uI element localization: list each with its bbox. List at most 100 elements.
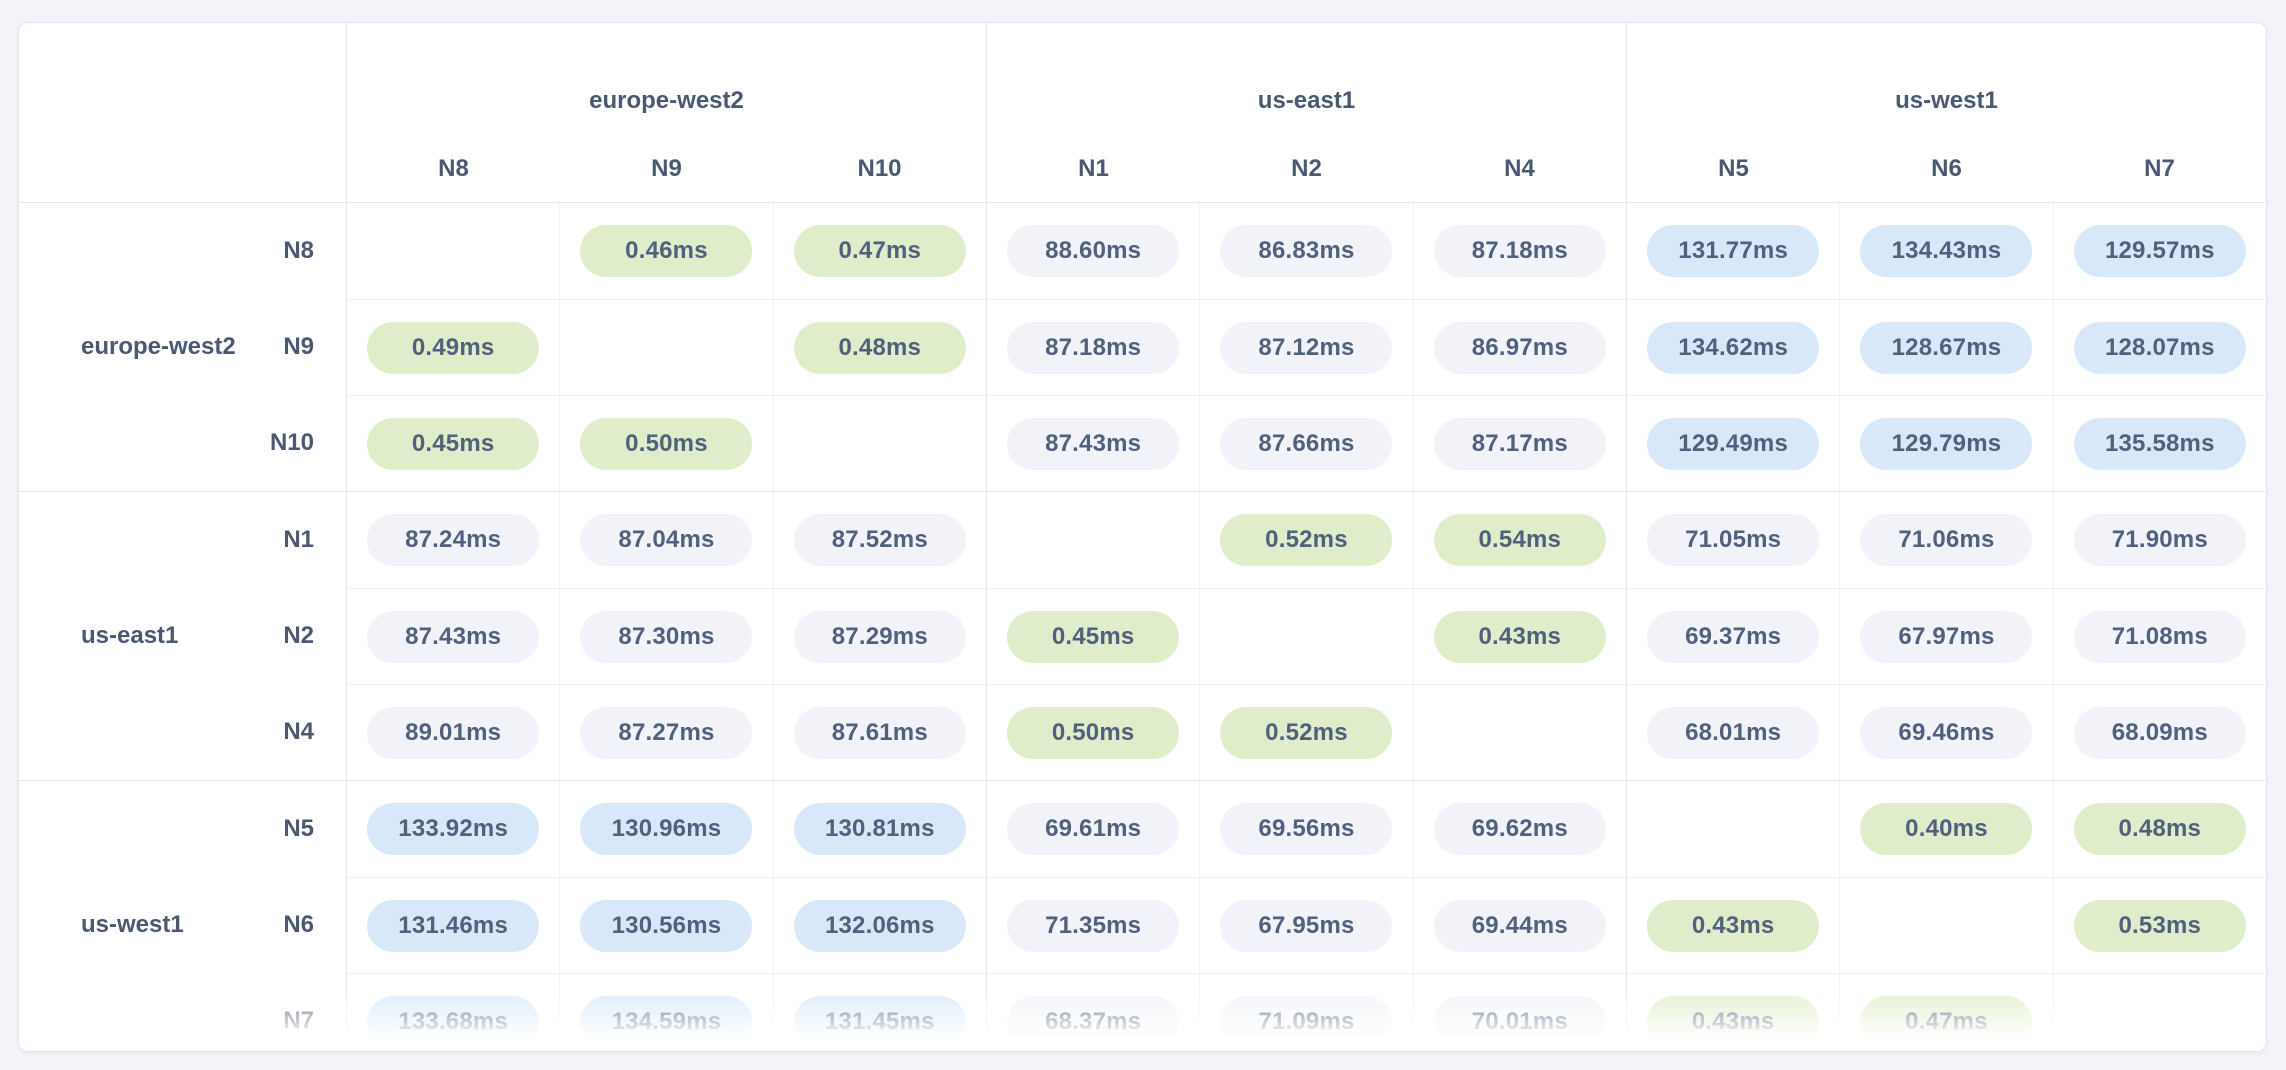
latency-value-pill[interactable]: 0.47ms <box>1860 995 2033 1048</box>
diagonal-empty-cell <box>772 395 986 491</box>
latency-value-pill[interactable]: 87.66ms <box>1220 417 1393 470</box>
latency-cell: 71.06ms <box>1839 492 2052 588</box>
latency-value-pill[interactable]: 128.67ms <box>1860 321 2033 374</box>
latency-value-pill[interactable]: 130.96ms <box>580 803 753 855</box>
latency-value-pill[interactable]: 0.50ms <box>580 417 753 470</box>
latency-value-pill[interactable]: 69.44ms <box>1433 899 1606 952</box>
latency-value-pill[interactable]: 71.08ms <box>2073 610 2246 663</box>
latency-value-pill[interactable]: 133.68ms <box>367 995 540 1048</box>
latency-cell: 71.09ms <box>1199 973 1413 1051</box>
latency-value-pill[interactable]: 69.56ms <box>1220 803 1393 855</box>
latency-cell: 69.44ms <box>1412 877 1626 973</box>
latency-value-pill[interactable]: 134.62ms <box>1647 321 1820 374</box>
latency-value-pill[interactable]: 86.97ms <box>1433 321 1606 374</box>
latency-value-pill[interactable]: 87.04ms <box>580 514 753 566</box>
latency-cell: 132.06ms <box>772 877 986 973</box>
latency-value-pill[interactable]: 0.43ms <box>1647 899 1820 952</box>
latency-cell: 129.57ms <box>2052 203 2266 299</box>
latency-value-pill[interactable]: 0.48ms <box>793 321 966 374</box>
latency-value-pill[interactable]: 135.58ms <box>2073 417 2246 470</box>
latency-value-pill[interactable]: 133.92ms <box>367 803 540 855</box>
latency-value-pill[interactable]: 89.01ms <box>367 706 540 759</box>
latency-value-pill[interactable]: 87.12ms <box>1220 321 1393 374</box>
row-node-label-N7: N7 <box>283 1007 314 1034</box>
latency-value-pill[interactable]: 87.43ms <box>367 610 540 663</box>
column-node-labels: N8 N9 N10 <box>347 135 986 202</box>
row-group-us-east1: us-east1 N1 N2 N4 87.24ms 87.04ms 87.52ms 0.52m… <box>19 491 2266 780</box>
latency-value-pill[interactable]: 128.07ms <box>2073 321 2246 374</box>
latency-value-pill[interactable]: 87.24ms <box>367 514 540 566</box>
latency-value-pill[interactable]: 71.90ms <box>2073 514 2246 566</box>
latency-value-pill[interactable]: 87.18ms <box>1007 321 1180 374</box>
latency-value-pill[interactable]: 0.49ms <box>367 321 540 374</box>
latency-value-pill[interactable]: 87.17ms <box>1433 417 1606 470</box>
latency-value-pill[interactable]: 87.43ms <box>1007 417 1180 470</box>
latency-value-pill[interactable]: 70.01ms <box>1433 995 1606 1048</box>
latency-cell: 71.05ms <box>1625 492 1839 588</box>
column-node-labels: N5 N6 N7 <box>1627 135 2266 202</box>
latency-value-pill[interactable]: 71.06ms <box>1860 514 2033 566</box>
latency-value-pill[interactable]: 0.40ms <box>1860 803 2033 855</box>
latency-cell: 0.43ms <box>1625 877 1840 973</box>
latency-value-pill[interactable]: 71.05ms <box>1647 514 1820 566</box>
latency-value-pill[interactable]: 68.09ms <box>2073 706 2246 759</box>
latency-value-pill[interactable]: 68.01ms <box>1647 706 1820 759</box>
latency-value-pill[interactable]: 71.09ms <box>1220 995 1393 1048</box>
latency-value-pill[interactable]: 129.57ms <box>2073 225 2246 277</box>
latency-value-pill[interactable]: 130.81ms <box>793 803 966 855</box>
column-region-label: europe-west2 <box>589 87 744 114</box>
latency-value-pill[interactable]: 69.46ms <box>1860 706 2033 759</box>
latency-value-pill[interactable]: 0.43ms <box>1433 610 1606 663</box>
latency-value-pill[interactable]: 131.46ms <box>367 899 540 952</box>
latency-value-pill[interactable]: 0.50ms <box>1007 706 1180 759</box>
column-node-label-N7: N7 <box>2144 154 2175 182</box>
latency-cell: 134.62ms <box>1625 299 1840 395</box>
latency-value-pill[interactable]: 129.79ms <box>1860 417 2033 470</box>
latency-cell: 87.30ms <box>559 588 773 684</box>
latency-value-pill[interactable]: 0.45ms <box>367 417 540 470</box>
latency-value-pill[interactable]: 0.46ms <box>580 225 753 277</box>
latency-value-pill[interactable]: 131.45ms <box>793 995 966 1048</box>
latency-value-pill[interactable]: 129.49ms <box>1647 417 1820 470</box>
latency-cell: 69.62ms <box>1412 781 1626 877</box>
latency-value-pill[interactable]: 132.06ms <box>793 899 966 952</box>
latency-value-pill[interactable]: 0.48ms <box>2073 803 2246 855</box>
latency-value-pill[interactable]: 87.61ms <box>793 706 966 759</box>
diagonal-empty-cell <box>346 203 559 299</box>
latency-value-pill[interactable]: 69.37ms <box>1647 610 1820 663</box>
latency-value-pill[interactable]: 0.54ms <box>1433 514 1606 566</box>
latency-value-pill[interactable]: 88.60ms <box>1007 225 1180 277</box>
latency-cell: 134.43ms <box>1839 203 2052 299</box>
latency-value-pill[interactable]: 87.29ms <box>793 610 966 663</box>
latency-value-pill[interactable]: 0.53ms <box>2073 899 2246 952</box>
latency-cell: 0.47ms <box>772 203 986 299</box>
latency-value-pill[interactable]: 0.47ms <box>793 225 966 277</box>
latency-value-pill[interactable]: 87.52ms <box>793 514 966 566</box>
matrix-body: europe-west2 N8 N9 N10 0.46ms 0.47ms 88.60ms 86… <box>19 203 2266 1051</box>
latency-value-pill[interactable]: 134.59ms <box>580 995 753 1048</box>
latency-value-pill[interactable]: 71.35ms <box>1007 899 1180 952</box>
latency-value-pill[interactable]: 130.56ms <box>580 899 753 952</box>
latency-value-pill[interactable]: 134.43ms <box>1860 225 2033 277</box>
latency-value-pill[interactable]: 86.83ms <box>1220 225 1393 277</box>
latency-cell: 0.52ms <box>1199 492 1412 588</box>
latency-cell: 70.01ms <box>1412 973 1626 1051</box>
latency-value-pill[interactable]: 0.43ms <box>1647 995 1820 1048</box>
latency-value-pill[interactable]: 87.27ms <box>580 706 753 759</box>
row-group-us-west1: us-west1 N5 N6 N7 133.92ms 130.96ms 130.81ms 69… <box>19 780 2266 1051</box>
latency-value-pill[interactable]: 0.52ms <box>1220 514 1393 566</box>
latency-value-pill[interactable]: 0.45ms <box>1007 610 1180 663</box>
row-node-label-N5: N5 <box>283 815 314 842</box>
latency-value-pill[interactable]: 69.62ms <box>1433 803 1606 855</box>
latency-cell: 87.12ms <box>1199 299 1413 395</box>
latency-value-pill[interactable]: 67.97ms <box>1860 610 2033 663</box>
latency-value-pill[interactable]: 69.61ms <box>1007 803 1180 855</box>
latency-value-pill[interactable]: 0.52ms <box>1220 706 1393 759</box>
row-node-label-N2: N2 <box>283 622 314 649</box>
latency-value-pill[interactable]: 87.18ms <box>1433 225 1606 277</box>
latency-cell: 131.46ms <box>346 877 560 973</box>
latency-value-pill[interactable]: 87.30ms <box>580 610 753 663</box>
latency-value-pill[interactable]: 68.37ms <box>1007 995 1180 1048</box>
latency-value-pill[interactable]: 67.95ms <box>1220 899 1393 952</box>
latency-value-pill[interactable]: 131.77ms <box>1647 225 1820 277</box>
